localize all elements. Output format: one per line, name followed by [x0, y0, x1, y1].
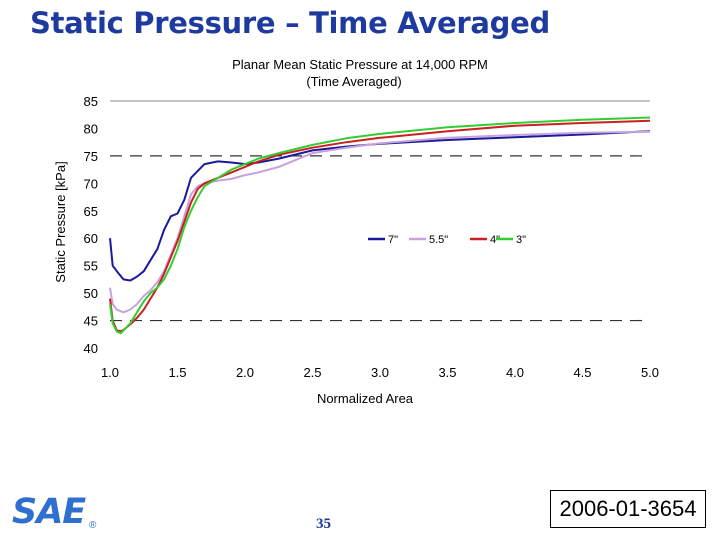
x-tick-label: 2.5 [303, 365, 321, 380]
y-tick-label: 75 [84, 149, 98, 164]
x-tick-label: 4.0 [506, 365, 524, 380]
legend-label-0: 7" [388, 234, 398, 246]
x-tick-label: 4.5 [573, 365, 591, 380]
series-line-1 [109, 130, 651, 314]
y-tick-label: 60 [84, 231, 98, 246]
y-tick-label: 40 [84, 341, 98, 356]
y-axis-label: Static Pressure [kPa] [53, 161, 68, 282]
y-tick-label: 70 [84, 176, 98, 191]
series-line-3 [109, 116, 651, 335]
paper-id-box: 2006-01-3654 [550, 490, 706, 528]
series-line-2 [109, 119, 651, 333]
x-tick-label: 1.5 [168, 365, 186, 380]
x-axis-label: Normalized Area [317, 391, 414, 406]
legend-label-1: 5.5" [429, 234, 448, 246]
x-tick-label: 3.0 [371, 365, 389, 380]
y-tick-label: 85 [84, 94, 98, 109]
slide-title: Static Pressure – Time Averaged [30, 6, 550, 40]
chart-title: Planar Mean Static Pressure at 14,000 RP… [232, 57, 488, 72]
plot-area: 40 45 50 55 60 65 70 75 80 85 1.0 1.5 2.0 2.5 3.0 3.5 4.… [84, 94, 660, 380]
y-tick-label: 80 [84, 121, 98, 136]
series-line-0 [109, 130, 651, 282]
x-tick-label: 2.0 [236, 365, 254, 380]
y-tick-label: 55 [84, 259, 98, 274]
x-tick-label: 5.0 [641, 365, 659, 380]
page-number: 35 [316, 516, 331, 532]
x-tick-label: 1.0 [101, 365, 119, 380]
x-tick-label: 3.5 [438, 365, 456, 380]
chart-subtitle: (Time Averaged) [306, 74, 401, 89]
static-pressure-chart: Planar Mean Static Pressure at 14,000 RP… [53, 57, 660, 406]
y-tick-label: 50 [84, 286, 98, 301]
y-tick-label: 65 [84, 204, 98, 219]
registered-mark: ® [89, 520, 97, 531]
legend-label-2: 4" [490, 234, 500, 246]
y-tick-label: 45 [84, 314, 98, 329]
legend-label-3: 3" [516, 234, 526, 246]
sae-logo: SAE [12, 492, 86, 532]
